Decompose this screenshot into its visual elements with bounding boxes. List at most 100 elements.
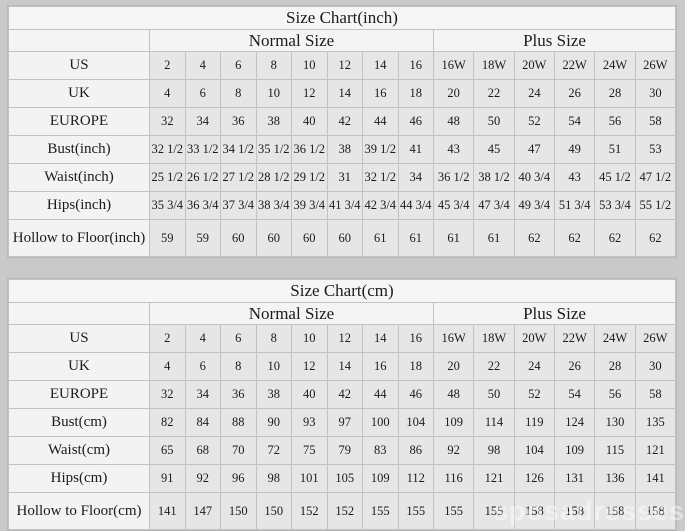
size-value-cell: 44 [363,381,398,408]
size-value-cell: 45 1/2 [595,164,635,191]
corner-cell [9,303,149,324]
size-value-cell: 53 [635,136,675,163]
size-value-cell: 44 [363,108,398,135]
size-value-cell: 98 [256,465,291,492]
table-title: Size Chart(inch) [9,7,675,29]
size-value-cell: 33 1/2 [185,136,220,163]
size-value-cell: 12 [292,80,327,107]
size-value-cell: 24W [595,52,635,79]
size-value-cell: 158 [514,493,554,529]
size-value-cell: 18W [474,52,514,79]
size-value-cell: 22W [554,52,595,79]
table-row: UK 4 6 8 10 12 14 16 18 20 22 24 26 28 30 [9,353,675,380]
size-value-cell: 26 1/2 [185,164,220,191]
table-row: US 2 4 6 8 10 12 14 16 16W 18W 20W 22W 24W 26W [9,325,675,352]
size-value-cell: 155 [434,493,474,529]
size-value-cell: 126 [514,465,554,492]
size-chart-inch-block: Size Chart(inch) Normal Size Plus Size US 2 4… [7,5,678,258]
row-label: Hollow to Floor(cm) [9,493,149,529]
size-value-cell: 10 [256,80,291,107]
size-value-cell: 26 [554,80,595,107]
size-value-cell: 20 [434,353,474,380]
table-row: EUROPE 32 34 36 38 40 42 44 46 48 50 52 54 56 58 [9,108,675,135]
table-row: Hollow to Floor(inch) 59 59 60 60 60 60 61 61 61 6… [9,220,675,256]
size-value-cell: 36 1/2 [434,164,474,191]
size-value-cell: 12 [327,52,362,79]
size-value-cell: 55 1/2 [635,192,675,219]
size-value-cell: 22 [474,80,514,107]
size-value-cell: 88 [221,409,256,436]
row-label: US [9,325,149,352]
size-value-cell: 38 [327,136,362,163]
size-value-cell: 18 [398,80,433,107]
size-value-cell: 114 [474,409,514,436]
size-chart-table: Size Chart(inch) Normal Size Plus Size US 2 4… [7,5,677,258]
size-value-cell: 8 [221,80,256,107]
size-value-cell: 155 [363,493,398,529]
size-value-cell: 28 1/2 [256,164,291,191]
size-value-cell: 43 [554,164,595,191]
size-value-cell: 158 [595,493,635,529]
size-value-cell: 38 3/4 [256,192,291,219]
size-value-cell: 109 [554,437,595,464]
size-value-cell: 35 3/4 [150,192,185,219]
row-label: UK [9,353,149,380]
size-value-cell: 58 [635,108,675,135]
size-value-cell: 30 [635,80,675,107]
size-value-cell: 116 [434,465,474,492]
size-value-cell: 104 [398,409,433,436]
size-value-cell: 45 [474,136,514,163]
size-value-cell: 52 [514,108,554,135]
size-value-cell: 96 [221,465,256,492]
size-value-cell: 4 [150,353,185,380]
size-value-cell: 131 [554,465,595,492]
size-value-cell: 40 [292,381,327,408]
size-value-cell: 48 [434,108,474,135]
size-value-cell: 51 3/4 [554,192,595,219]
size-value-cell: 155 [398,493,433,529]
size-value-cell: 10 [292,52,327,79]
size-value-cell: 38 [256,108,291,135]
size-value-cell: 86 [398,437,433,464]
size-value-cell: 155 [474,493,514,529]
size-value-cell: 46 [398,108,433,135]
row-label: UK [9,80,149,107]
size-value-cell: 109 [363,465,398,492]
table-row: Waist(inch) 25 1/2 26 1/2 27 1/2 28 1/2 29 1/… [9,164,675,191]
size-value-cell: 112 [398,465,433,492]
size-value-cell: 8 [256,52,291,79]
size-value-cell: 158 [554,493,595,529]
size-value-cell: 24W [595,325,635,352]
size-value-cell: 36 [221,381,256,408]
size-value-cell: 35 1/2 [256,136,291,163]
row-label: Bust(inch) [9,136,149,163]
size-value-cell: 48 [434,381,474,408]
size-value-cell: 83 [363,437,398,464]
row-label: Waist(inch) [9,164,149,191]
row-label: Hollow to Floor(inch) [9,220,149,256]
size-value-cell: 2 [150,325,185,352]
size-value-cell: 75 [292,437,327,464]
table-row: Hollow to Floor(cm) 141 147 150 150 152 152 155… [9,493,675,529]
size-value-cell: 26W [635,52,675,79]
corner-cell [9,30,149,51]
size-value-cell: 16 [363,353,398,380]
size-value-cell: 115 [595,437,635,464]
size-value-cell: 52 [514,381,554,408]
row-label: Bust(cm) [9,409,149,436]
column-group-header: Normal Size [150,30,433,51]
column-group-header: Plus Size [434,303,675,324]
size-value-cell: 4 [150,80,185,107]
size-value-cell: 79 [327,437,362,464]
size-value-cell: 51 [595,136,635,163]
size-value-cell: 14 [327,80,362,107]
size-value-cell: 46 [398,381,433,408]
size-value-cell: 60 [221,220,256,256]
size-value-cell: 124 [554,409,595,436]
size-value-cell: 105 [327,465,362,492]
size-chart-cm-block: Size Chart(cm) Normal Size Plus Size US 2 4 6 8… [7,278,684,531]
size-value-cell: 54 [554,108,595,135]
size-value-cell: 16W [434,325,474,352]
size-value-cell: 93 [292,409,327,436]
size-value-cell: 119 [514,409,554,436]
